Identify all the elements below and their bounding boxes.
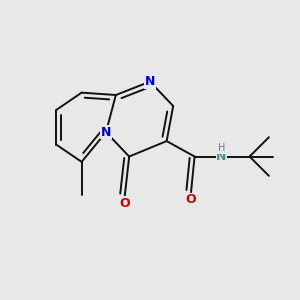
Text: N: N xyxy=(216,150,226,163)
Text: N: N xyxy=(101,126,111,139)
Text: H: H xyxy=(218,143,225,153)
Text: N: N xyxy=(145,75,155,88)
Text: O: O xyxy=(186,193,196,206)
Text: O: O xyxy=(119,197,130,210)
